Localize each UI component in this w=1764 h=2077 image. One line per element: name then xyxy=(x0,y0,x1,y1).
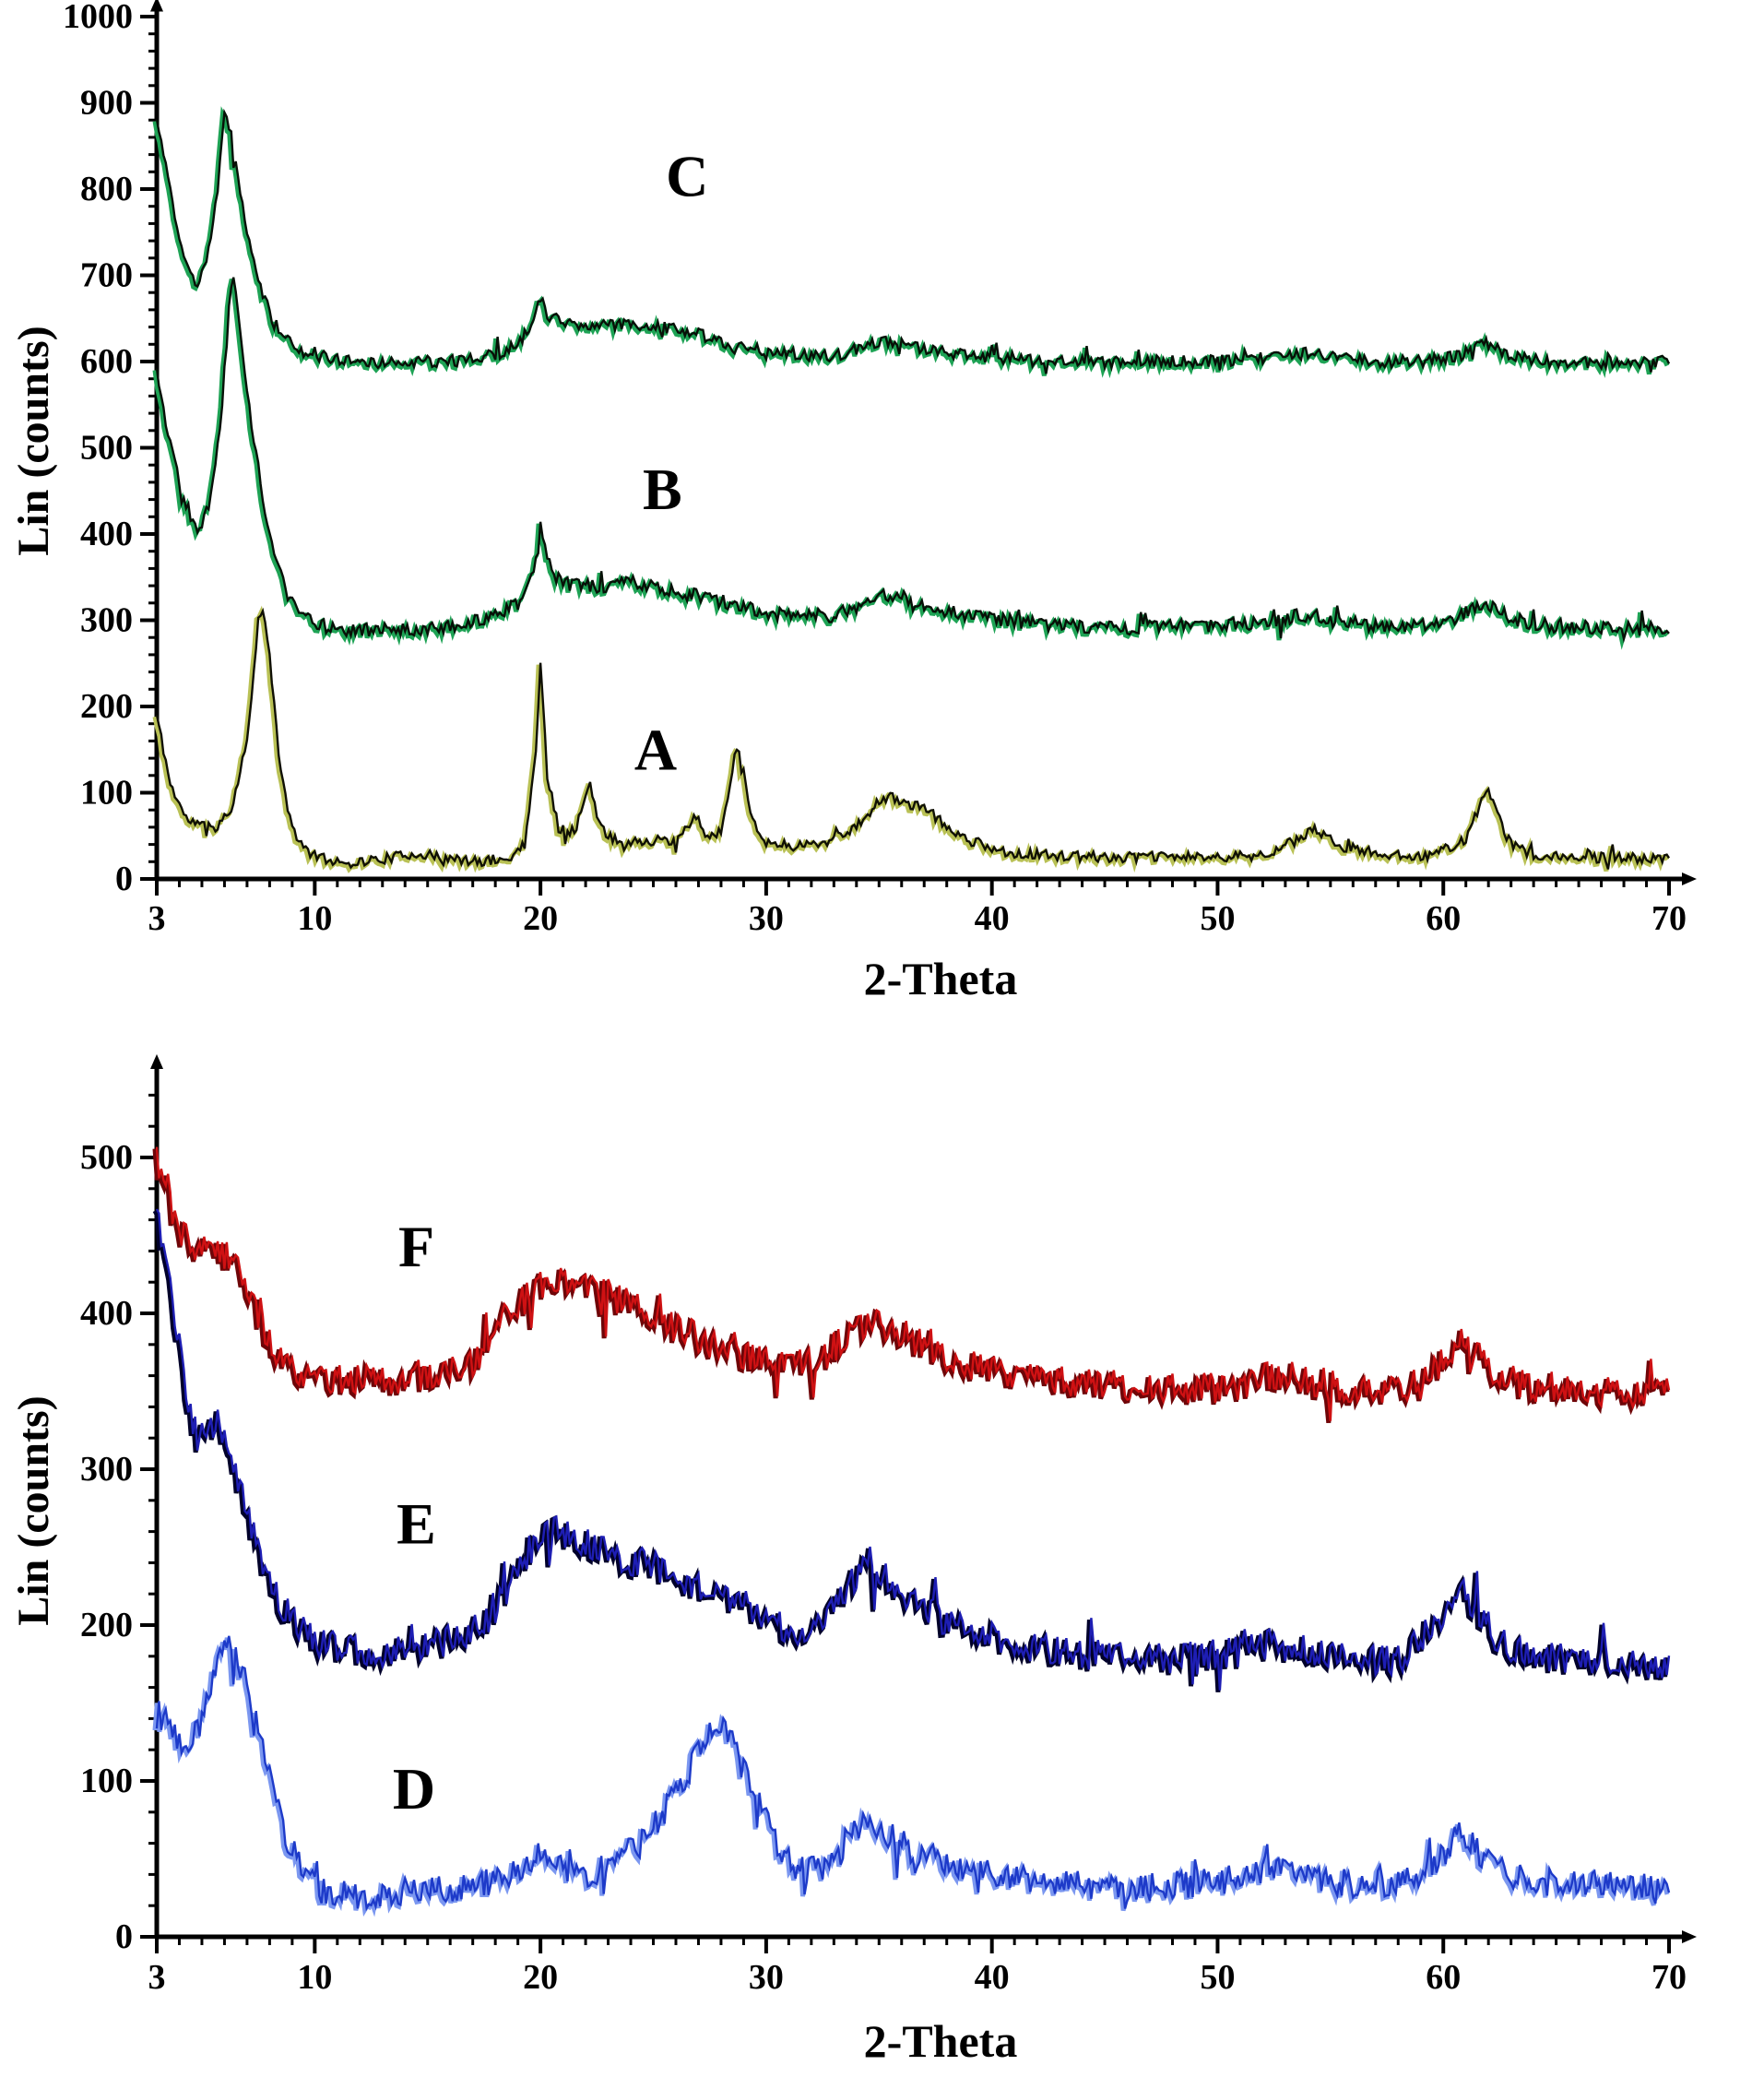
x-axis-title-bottom: 2-Theta xyxy=(864,2015,1018,2067)
y-tick-label-bottom: 200 xyxy=(80,1606,133,1644)
curve-C-edge xyxy=(152,106,1670,379)
x-tick-label-bottom: 10 xyxy=(297,1958,332,1997)
x-tick-label-top: 70 xyxy=(1652,899,1687,938)
x-tick-label-bottom: 30 xyxy=(749,1958,784,1997)
y-tick-label-top: 500 xyxy=(80,429,133,468)
curve-label-E: E xyxy=(397,1491,436,1557)
x-axis-title-top: 2-Theta xyxy=(864,953,1018,1004)
x-tick-label-top: 30 xyxy=(749,899,784,938)
curve-B-core xyxy=(155,277,1670,644)
x-tick-label-top: 20 xyxy=(523,899,558,938)
y-axis-title-top: Lin (counts) xyxy=(9,326,58,555)
y-tick-label-top: 700 xyxy=(80,256,133,295)
y-tick-label-top: 400 xyxy=(80,515,133,553)
curve-label-F: F xyxy=(398,1214,434,1279)
x-tick-label-bottom: 20 xyxy=(523,1958,558,1997)
y-tick-label-top: 100 xyxy=(80,774,133,813)
x-tick-label-top: 50 xyxy=(1200,899,1235,938)
curve-D-core xyxy=(155,1635,1671,1912)
curve-label-C: C xyxy=(666,143,708,208)
y-tick-label-top: 800 xyxy=(80,170,133,208)
y-tick-label-bottom: 0 xyxy=(115,1917,133,1956)
y-tick-label-bottom: 300 xyxy=(80,1450,133,1489)
curve-label-A: A xyxy=(634,717,677,782)
curve-F-edge xyxy=(152,1148,1670,1423)
x-tick-label-bottom: 50 xyxy=(1200,1958,1235,1997)
x-tick-label-top: 10 xyxy=(297,899,332,938)
y-axis-arrow-top xyxy=(150,0,163,12)
y-tick-label-top: 300 xyxy=(80,601,133,640)
x-tick-label-top: 3 xyxy=(148,899,166,938)
curve-label-D: D xyxy=(393,1756,435,1822)
curve-A-edge xyxy=(152,605,1670,873)
y-tick-label-top: 1000 xyxy=(63,0,133,36)
curve-D-edge xyxy=(152,1637,1670,1917)
y-axis-arrow-bottom xyxy=(150,1053,163,1069)
x-tick-label-bottom: 40 xyxy=(975,1958,1010,1997)
curve-label-B: B xyxy=(643,457,682,522)
x-axis-arrow-top xyxy=(1682,872,1697,885)
curve-B-edge xyxy=(152,279,1669,650)
x-axis-arrow-bottom xyxy=(1682,1930,1697,1943)
curve-A-core xyxy=(155,607,1671,870)
curve-E-edge xyxy=(152,1209,1670,1692)
x-tick-label-bottom: 3 xyxy=(148,1958,166,1997)
y-tick-label-bottom: 400 xyxy=(80,1294,133,1333)
y-tick-label-top: 600 xyxy=(80,342,133,381)
y-tick-label-bottom: 100 xyxy=(80,1762,133,1800)
curve-C-core xyxy=(155,108,1671,374)
y-tick-label-top: 900 xyxy=(80,84,133,123)
y-axis-title-bottom: Lin (counts) xyxy=(9,1395,58,1625)
curve-F-core xyxy=(155,1146,1671,1421)
y-tick-label-bottom: 500 xyxy=(80,1138,133,1177)
curve-E-core xyxy=(155,1208,1671,1691)
y-tick-label-top: 200 xyxy=(80,687,133,726)
y-tick-label-top: 0 xyxy=(115,860,133,898)
x-tick-label-top: 40 xyxy=(975,899,1010,938)
x-tick-label-top: 60 xyxy=(1426,899,1461,938)
x-tick-label-bottom: 70 xyxy=(1652,1958,1687,1997)
x-tick-label-bottom: 60 xyxy=(1426,1958,1461,1997)
